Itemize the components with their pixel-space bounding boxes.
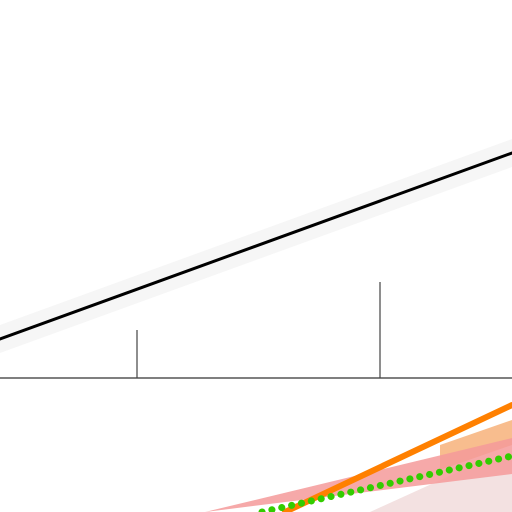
series-2-line	[282, 402, 512, 512]
axis-layer	[0, 282, 512, 379]
series-3-line	[258, 452, 512, 512]
series-1-line	[0, 151, 512, 341]
band-layer	[0, 139, 512, 512]
series-layer	[0, 151, 512, 512]
